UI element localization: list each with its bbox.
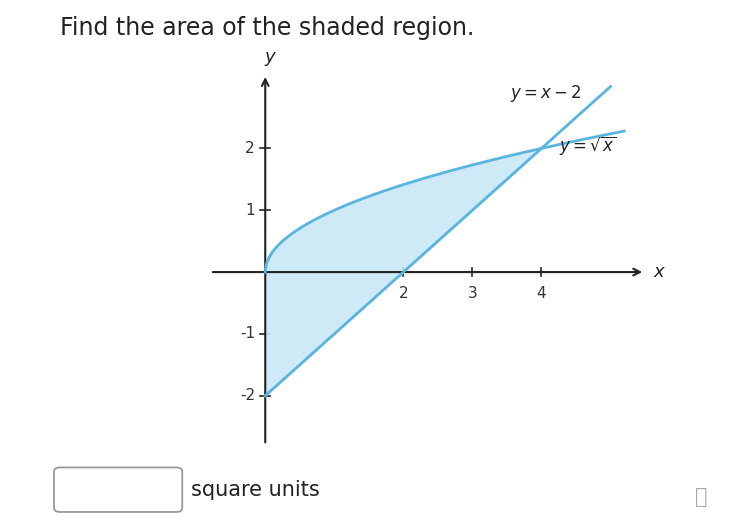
Text: ⓘ: ⓘ: [695, 487, 707, 507]
Text: Find the area of the shaded region.: Find the area of the shaded region.: [60, 16, 474, 40]
Text: $y=x-2$: $y=x-2$: [510, 83, 582, 104]
Text: 2: 2: [398, 286, 408, 301]
Text: $y=\sqrt{x}$: $y=\sqrt{x}$: [559, 134, 616, 157]
Text: 4: 4: [536, 286, 546, 301]
Text: 3: 3: [467, 286, 477, 301]
Text: -2: -2: [240, 388, 255, 403]
Text: 2: 2: [245, 141, 255, 156]
Text: -1: -1: [240, 326, 255, 341]
Text: 1: 1: [245, 203, 255, 218]
Text: $x$: $x$: [653, 263, 667, 281]
Text: $y$: $y$: [264, 50, 278, 68]
Text: square units: square units: [191, 480, 320, 500]
